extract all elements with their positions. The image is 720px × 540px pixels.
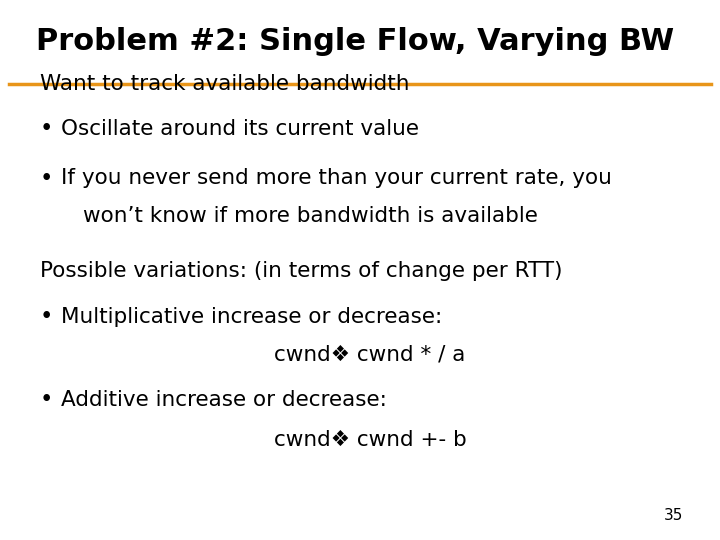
- Text: Oscillate around its current value: Oscillate around its current value: [61, 118, 419, 139]
- Text: •: •: [40, 388, 53, 411]
- Text: won’t know if more bandwidth is available: won’t know if more bandwidth is availabl…: [83, 206, 538, 226]
- Text: Possible variations: (in terms of change per RTT): Possible variations: (in terms of change…: [40, 261, 562, 281]
- Text: cwnd❖ cwnd +- b: cwnd❖ cwnd +- b: [274, 430, 467, 450]
- Text: •: •: [40, 117, 53, 140]
- Text: •: •: [40, 167, 53, 190]
- Text: Additive increase or decrease:: Additive increase or decrease:: [61, 389, 387, 410]
- Text: cwnd❖ cwnd * / a: cwnd❖ cwnd * / a: [274, 345, 465, 365]
- Text: Want to track available bandwidth: Want to track available bandwidth: [40, 73, 409, 94]
- Text: 35: 35: [664, 508, 683, 523]
- Text: •: •: [40, 306, 53, 328]
- Text: Multiplicative increase or decrease:: Multiplicative increase or decrease:: [61, 307, 443, 327]
- Text: Problem #2: Single Flow, Varying BW: Problem #2: Single Flow, Varying BW: [36, 28, 674, 56]
- Text: If you never send more than your current rate, you: If you never send more than your current…: [61, 168, 612, 188]
